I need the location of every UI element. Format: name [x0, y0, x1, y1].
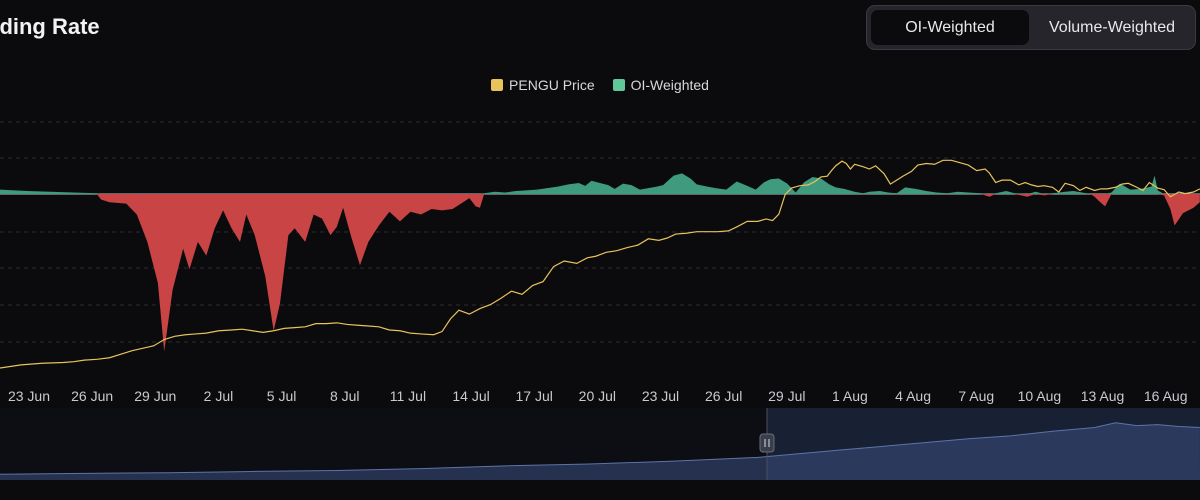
x-tick-label: 20 Jul [579, 388, 616, 404]
x-tick-label: 17 Jul [516, 388, 553, 404]
x-tick-label: 29 Jul [768, 388, 805, 404]
navigator-area [0, 422, 1200, 480]
x-tick-label: 29 Jun [134, 388, 176, 404]
weighting-toggle: OI-Weighted Volume-Weighted [866, 5, 1196, 50]
x-tick-label: 1 Aug [832, 388, 868, 404]
legend-label-price: PENGU Price [509, 77, 595, 93]
x-tick-label: 26 Jun [71, 388, 113, 404]
navigator-handle[interactable] [759, 433, 775, 453]
chart-legend: PENGU Price OI-Weighted [0, 77, 1200, 93]
x-tick-label: 23 Jun [8, 388, 50, 404]
x-tick-label: 11 Jul [390, 388, 426, 404]
x-tick-label: 16 Aug [1144, 388, 1188, 404]
x-axis: 23 Jun 26 Jun 29 Jun 2 Jul 5 Jul 8 Jul 11 Jul 1… [8, 388, 1188, 404]
funding-area [0, 173, 1200, 352]
x-tick-label: 26 Jul [705, 388, 742, 404]
legend-item-oi-weighted[interactable]: OI-Weighted [612, 77, 709, 93]
navigator-line [0, 422, 1200, 475]
x-tick-label: 14 Jul [452, 388, 489, 404]
x-tick-label: 5 Jul [267, 388, 297, 404]
price-line [0, 159, 1200, 369]
legend-swatch-price [491, 79, 504, 91]
x-tick-label: 2 Jul [204, 388, 234, 404]
oi-weighted-button[interactable]: OI-Weighted [871, 10, 1029, 45]
navigator [0, 408, 1200, 480]
legend-item-price[interactable]: PENGU Price [491, 77, 595, 93]
x-tick-label: 4 Aug [895, 388, 931, 404]
x-tick-label: 13 Aug [1081, 388, 1125, 404]
positive-funding-area [0, 173, 1200, 194]
price-series-line [0, 159, 1200, 369]
x-tick-label: 10 Aug [1018, 388, 1062, 404]
legend-label-oi-weighted: OI-Weighted [630, 77, 709, 93]
legend-swatch-oi-weighted [612, 79, 625, 91]
x-tick-label: 23 Jul [642, 388, 679, 404]
volume-weighted-button[interactable]: Volume-Weighted [1049, 18, 1175, 36]
x-tick-label: 7 Aug [958, 388, 994, 404]
negative-funding-area [0, 194, 1200, 352]
page-title: nding Rate [0, 14, 100, 39]
x-tick-label: 8 Jul [330, 388, 360, 404]
